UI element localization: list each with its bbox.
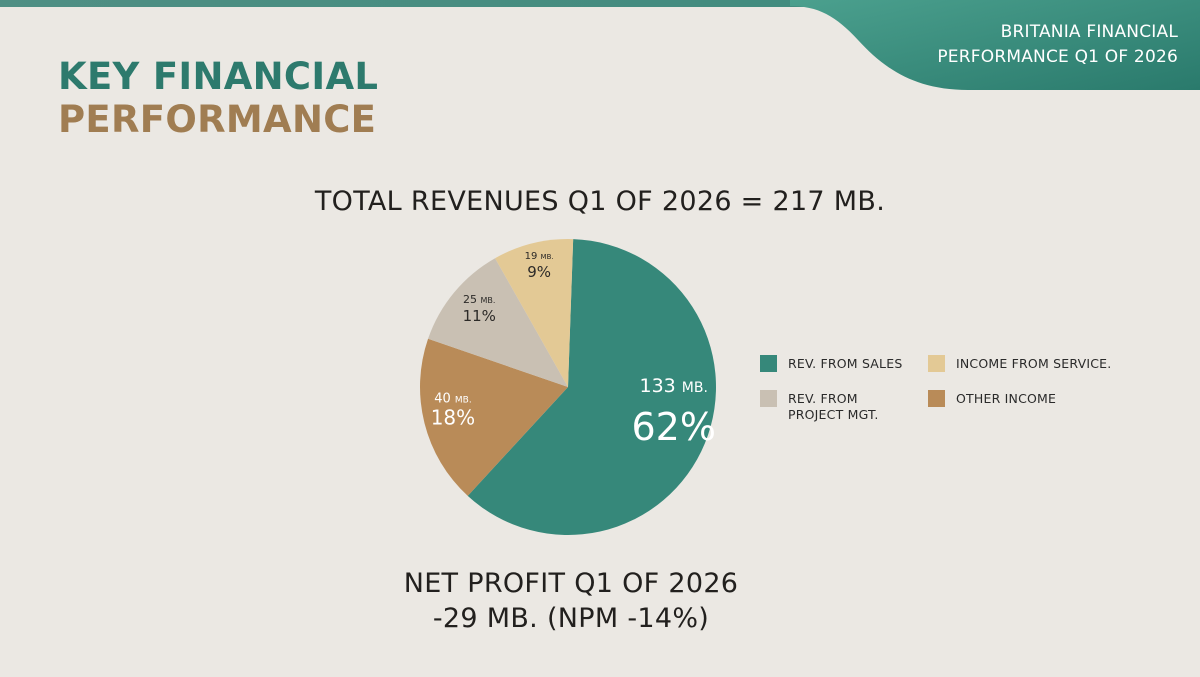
pie-value-label-1: 133 MB. [639, 375, 707, 397]
net-profit-summary: NET PROFIT Q1 OF 2026 -29 MB. (NPM -14%) [0, 566, 1142, 636]
net-profit-line2: -29 MB. (NPM -14%) [432, 603, 710, 634]
legend-label-3: REV. FROM PROJECT MGT. [788, 391, 879, 422]
chart-legend: REV. FROM SALES INCOME FROM SERVICE. REV. … [760, 355, 1140, 435]
page-title: KEY FINANCIAL PERFORMANCE [58, 55, 378, 141]
legend-label-4: OTHER INCOME [956, 391, 1057, 406]
pie-slice-2 [420, 338, 568, 496]
pie-percent-label-1: 62% [631, 405, 715, 449]
chart-title: TOTAL REVENUES Q1 OF 2026 = 217 MB. [314, 186, 886, 217]
header-tab [0, 0, 1200, 90]
legend-label-1: REV. FROM SALES [788, 356, 903, 371]
pie-value-label-4: 19 MB. [525, 251, 554, 262]
legend-swatch-1 [760, 355, 777, 372]
pie-percent-label-3: 11% [463, 307, 496, 325]
pie-slice-4 [495, 239, 574, 387]
pie-percent-label-2: 18% [431, 406, 475, 430]
header-tab-line1: BRITANIA FINANCIAL [1000, 22, 1178, 42]
pie-percent-label-4: 9% [527, 263, 551, 281]
legend-swatch-2 [928, 355, 945, 372]
page-title-line1: KEY FINANCIAL [58, 55, 379, 98]
page-title-line2: PERFORMANCE [58, 98, 377, 141]
net-profit-line1: NET PROFIT Q1 OF 2026 [403, 568, 739, 599]
legend-swatch-4 [928, 390, 945, 407]
pie-slice-1 [467, 239, 716, 536]
pie-value-label-3: 25 MB. [463, 293, 495, 306]
pie-value-label-2: 40 MB. [434, 392, 472, 407]
header-tab-title: BRITANIA FINANCIAL PERFORMANCE Q1 OF 202… [937, 20, 1178, 70]
header-tab-line2: PERFORMANCE Q1 OF 2026 [937, 47, 1178, 67]
legend-swatch-3 [760, 390, 777, 407]
legend-label-2: INCOME FROM SERVICE. [956, 356, 1112, 371]
pie-slice-3 [428, 258, 568, 387]
